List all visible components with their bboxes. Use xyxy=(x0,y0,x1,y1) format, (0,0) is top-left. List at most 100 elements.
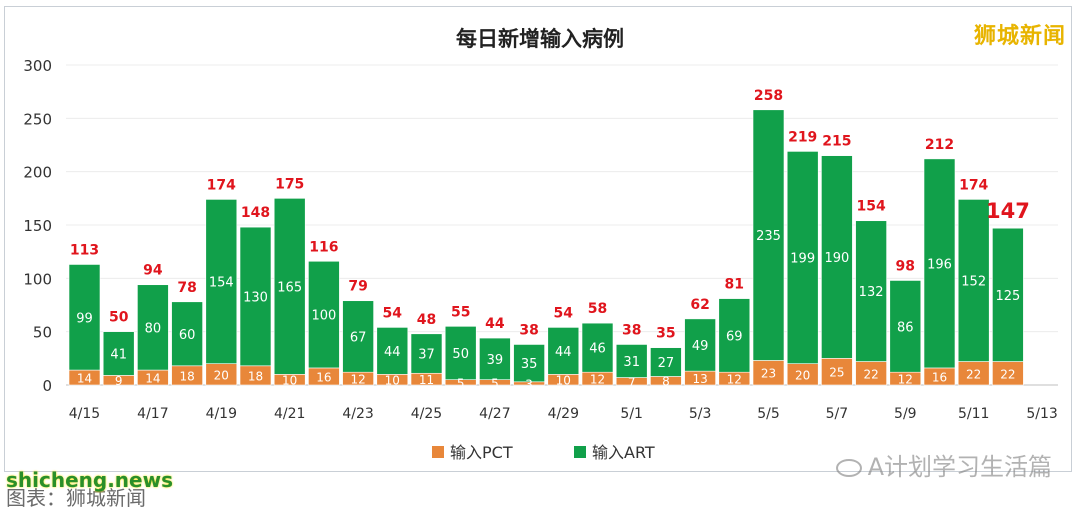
x-tick-label: 4/29 xyxy=(548,406,579,422)
bar-pct-label: 23 xyxy=(761,367,776,381)
bar-art xyxy=(68,264,101,371)
bar-total-label: 94 xyxy=(143,263,163,279)
bar-art-label: 44 xyxy=(384,345,401,360)
bar-art-label: 37 xyxy=(418,348,435,363)
x-tick-label: 5/1 xyxy=(620,406,643,422)
chart-frame xyxy=(4,6,1072,472)
bar-total-label: 148 xyxy=(241,205,270,221)
source-watermark: A计划学习生活篇 xyxy=(835,447,1052,482)
y-tick-label: 0 xyxy=(42,377,52,395)
bar-art-label: 199 xyxy=(790,252,815,267)
bar-total-label: 219 xyxy=(788,129,817,145)
bar-art xyxy=(957,199,990,362)
bars: 1499113941501480941860782015417418130148… xyxy=(68,88,1030,391)
x-tick-label: 4/25 xyxy=(411,406,442,422)
bar-art xyxy=(752,109,785,361)
y-tick-label: 300 xyxy=(23,57,52,75)
bar-art-label: 154 xyxy=(209,276,234,291)
legend-label: 输入ART xyxy=(592,443,655,462)
x-tick-label: 4/27 xyxy=(479,406,510,422)
bar-total-label: 215 xyxy=(822,134,851,150)
x-tick-label: 4/21 xyxy=(274,406,305,422)
bar-total-label: 174 xyxy=(959,177,988,193)
bar-pct-label: 25 xyxy=(829,366,844,380)
bar-pct-label: 10 xyxy=(556,374,571,388)
bar-art-label: 44 xyxy=(555,345,572,360)
bar-art-label: 100 xyxy=(311,309,336,324)
bar-art xyxy=(547,327,580,375)
x-tick-label: 5/11 xyxy=(958,406,989,422)
bar-art-label: 130 xyxy=(243,290,268,305)
bar-art xyxy=(376,327,409,375)
bar-art-label: 41 xyxy=(110,348,127,363)
bar-total-label: 79 xyxy=(348,279,367,295)
bar-art-label: 86 xyxy=(897,320,914,335)
x-tick-label: 4/15 xyxy=(69,406,100,422)
bar-pct-label: 5 xyxy=(457,376,465,390)
bar-pct-label: 8 xyxy=(662,375,670,389)
source-watermark-text: A计划学习生活篇 xyxy=(867,453,1052,481)
bar-total-label: 113 xyxy=(70,242,99,258)
bar-total-label: 38 xyxy=(519,322,538,338)
bar-art-label: 99 xyxy=(76,311,93,326)
y-tick-label: 250 xyxy=(23,110,52,128)
bar-art-label: 190 xyxy=(824,251,849,266)
footer-site-text: shicheng.news xyxy=(6,468,173,492)
bar-pct-label: 12 xyxy=(898,373,913,387)
bar-art-label: 69 xyxy=(726,329,743,344)
bar-art-label: 80 xyxy=(145,321,162,336)
bar-total-label: 116 xyxy=(309,239,338,255)
bar-total-label: 62 xyxy=(690,297,709,313)
x-axis: 4/15 4/17 4/19 4/21 4/23 4/25 4/27 4/29 5/1 5/3 5/… xyxy=(69,406,1058,422)
bar-art-label: 132 xyxy=(859,285,884,300)
x-tick-label: 5/3 xyxy=(689,406,712,422)
y-tick-label: 200 xyxy=(23,164,52,182)
bar-pct-label: 16 xyxy=(316,370,331,384)
bar-total-label: 212 xyxy=(925,137,954,153)
x-tick-label: 4/17 xyxy=(137,406,168,422)
bar-art xyxy=(855,220,887,362)
bar-total-label: 48 xyxy=(417,312,436,328)
bar-art xyxy=(342,300,374,373)
bar-total-label: 58 xyxy=(588,301,607,317)
bar-pct-label: 9 xyxy=(115,374,123,388)
bar-art xyxy=(137,284,169,371)
bar-art xyxy=(205,199,238,364)
legend: 输入PCT 输入ART xyxy=(432,443,655,462)
bar-art xyxy=(102,331,135,376)
bar-art-label: 49 xyxy=(692,339,709,354)
bar-art xyxy=(581,322,614,373)
bar-total-label: 50 xyxy=(109,310,129,326)
bar-pct-label: 18 xyxy=(248,369,263,383)
bar-art-label: 35 xyxy=(521,357,538,372)
x-tick-label: 5/9 xyxy=(894,406,917,422)
legend-label: 输入PCT xyxy=(450,443,513,462)
y-tick-label: 50 xyxy=(33,324,52,342)
bar-art-label: 50 xyxy=(452,347,469,362)
bar-art xyxy=(923,158,956,369)
bar-pct-label: 22 xyxy=(1000,367,1015,381)
bar-pct-label: 14 xyxy=(145,372,160,386)
bar-art-label: 31 xyxy=(623,355,640,370)
y-tick-label: 150 xyxy=(23,217,52,235)
legend-swatch xyxy=(432,446,444,458)
bar-pct-label: 20 xyxy=(795,368,810,382)
bar-total-label: 78 xyxy=(177,280,196,296)
bar-total-label: 44 xyxy=(485,316,505,332)
bar-pct-label: 7 xyxy=(628,375,636,389)
chart-title: 每日新增输入病例 xyxy=(456,27,624,51)
bar-art-label: 27 xyxy=(658,356,675,371)
bar-art-label: 165 xyxy=(277,280,302,295)
bar-total-label: 154 xyxy=(856,199,885,215)
bar-art-label: 67 xyxy=(350,330,367,345)
bar-total-label: 55 xyxy=(451,304,470,320)
bar-art-label: 125 xyxy=(995,289,1020,304)
bar-pct-label: 5 xyxy=(491,376,499,390)
bar-art xyxy=(308,260,340,369)
bar-art xyxy=(171,301,203,367)
bar-art xyxy=(786,151,819,364)
bar-pct-label: 14 xyxy=(77,372,92,386)
bar-pct-label: 22 xyxy=(966,367,981,381)
bar-total-label: 81 xyxy=(725,277,744,293)
